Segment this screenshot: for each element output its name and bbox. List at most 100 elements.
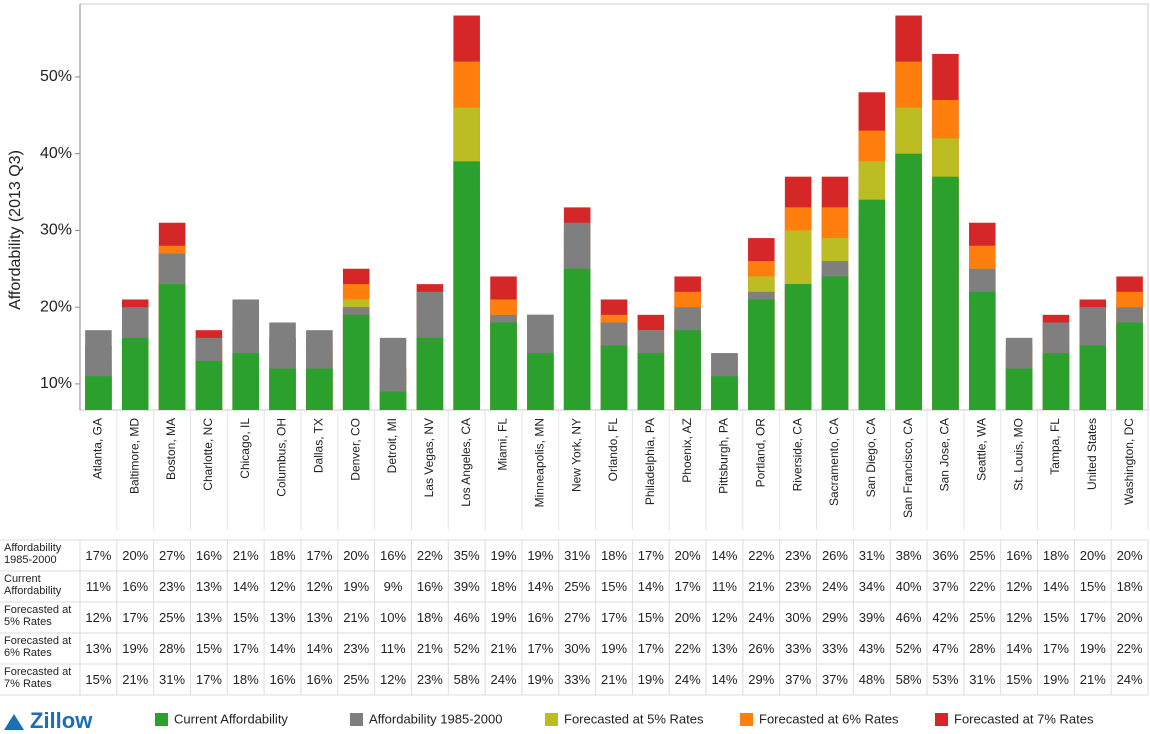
table-cell: 38% <box>896 548 922 563</box>
table-cell: 37% <box>932 579 958 594</box>
table-cell: 12% <box>1006 610 1032 625</box>
bar <box>490 322 517 410</box>
x-tick-label: St. Louis, MO <box>1011 418 1025 491</box>
table-cell: 58% <box>896 672 922 687</box>
x-tick-label: San Diego, CA <box>864 418 878 497</box>
logo-icon <box>4 714 24 730</box>
legend-swatch <box>155 713 168 726</box>
table-cell: 12% <box>270 579 296 594</box>
bar <box>1042 353 1070 410</box>
table-cell: 28% <box>159 641 185 656</box>
table-cell: 29% <box>822 610 848 625</box>
table-cell: 20% <box>1080 548 1106 563</box>
table-cell: 24% <box>748 610 774 625</box>
table-cell: 12% <box>306 579 332 594</box>
table-cell: 21% <box>343 610 369 625</box>
table-cell: 18% <box>601 548 627 563</box>
table-cell: 16% <box>527 610 553 625</box>
x-tick-label: Portland, OR <box>753 418 767 488</box>
table-cell: 39% <box>454 579 480 594</box>
table-cell: 15% <box>601 579 627 594</box>
table-cell: 18% <box>233 672 259 687</box>
x-tick-label: Sacramento, CA <box>827 418 841 506</box>
x-tick-label: Pittsburgh, PA <box>717 418 731 494</box>
table-cell: 19% <box>638 672 664 687</box>
table-cell: 9% <box>384 579 403 594</box>
table-cell: 19% <box>1080 641 1106 656</box>
table-cell: 35% <box>454 548 480 563</box>
table-cell: 14% <box>638 579 664 594</box>
table-cell: 19% <box>601 641 627 656</box>
table-cell: 18% <box>270 548 296 563</box>
bar <box>379 391 407 410</box>
table-cell: 15% <box>85 672 111 687</box>
table-cell: 14% <box>711 548 737 563</box>
bar <box>711 376 738 410</box>
table-cell: 37% <box>822 672 848 687</box>
y-tick-label: 40% <box>40 145 72 162</box>
table-cell: 11% <box>712 579 737 594</box>
table-cell: 20% <box>1117 610 1143 625</box>
table-cell: 52% <box>896 641 922 656</box>
x-tick-label: Detroit, MI <box>385 418 399 473</box>
table-cell: 25% <box>969 548 995 563</box>
table-cell: 12% <box>1006 579 1032 594</box>
table-cell: 19% <box>527 672 553 687</box>
y-tick-label: 30% <box>40 222 72 239</box>
table-cell: 21% <box>122 672 148 687</box>
table-cell: 14% <box>711 672 737 687</box>
table-cell: 19% <box>1043 672 1069 687</box>
table-cell: 31% <box>564 548 590 563</box>
table-cell: 19% <box>491 548 517 563</box>
y-tick-label: 50% <box>40 68 72 85</box>
table-cell: 58% <box>454 672 480 687</box>
legend-swatch <box>740 713 753 726</box>
x-tick-label: New York, NY <box>569 418 583 492</box>
table-cell: 16% <box>417 579 443 594</box>
table-cell: 24% <box>491 672 517 687</box>
bar <box>563 268 591 410</box>
bar <box>416 337 444 410</box>
table-cell: 13% <box>306 610 332 625</box>
table-cell: 33% <box>564 672 590 687</box>
legend-label: Forecasted at 7% Rates <box>954 711 1094 726</box>
table-cell: 33% <box>785 641 811 656</box>
table-cell: 18% <box>417 610 443 625</box>
table-cell: 12% <box>380 672 406 687</box>
table-cell: 12% <box>711 610 737 625</box>
table-cell: 21% <box>233 548 259 563</box>
table-cell: 46% <box>896 610 922 625</box>
legend-label: Current Affordability <box>174 711 288 726</box>
legend-label: Forecasted at 6% Rates <box>759 711 899 726</box>
table-cell: 26% <box>822 548 848 563</box>
table-cell: 20% <box>343 548 369 563</box>
x-tick-label: Miami, FL <box>496 418 510 471</box>
table-cell: 13% <box>85 641 111 656</box>
bar <box>232 353 259 410</box>
table-row-label: Current Affordability <box>4 573 62 597</box>
table-cell: 15% <box>1080 579 1106 594</box>
table-cell: 48% <box>859 672 885 687</box>
table-cell: 19% <box>122 641 148 656</box>
table-cell: 17% <box>85 548 111 563</box>
bar <box>306 368 333 410</box>
table-cell: 37% <box>785 672 811 687</box>
bar <box>932 176 959 410</box>
table-cell: 16% <box>380 548 406 563</box>
table-cell: 26% <box>748 641 774 656</box>
table-cell: 39% <box>859 610 885 625</box>
table-cell: 19% <box>491 610 517 625</box>
table-cell: 10% <box>380 610 406 625</box>
legend-swatch <box>350 713 363 726</box>
bar <box>1079 345 1107 410</box>
table-cell: 21% <box>601 672 627 687</box>
table-cell: 17% <box>233 641 259 656</box>
bar <box>158 284 186 410</box>
table-cell: 24% <box>1117 672 1143 687</box>
legend-swatch <box>935 713 948 726</box>
table-cell: 13% <box>196 579 222 594</box>
x-tick-label: Seattle, WA <box>974 418 988 481</box>
table-cell: 19% <box>343 579 369 594</box>
x-tick-label: Baltimore, MD <box>127 418 141 494</box>
